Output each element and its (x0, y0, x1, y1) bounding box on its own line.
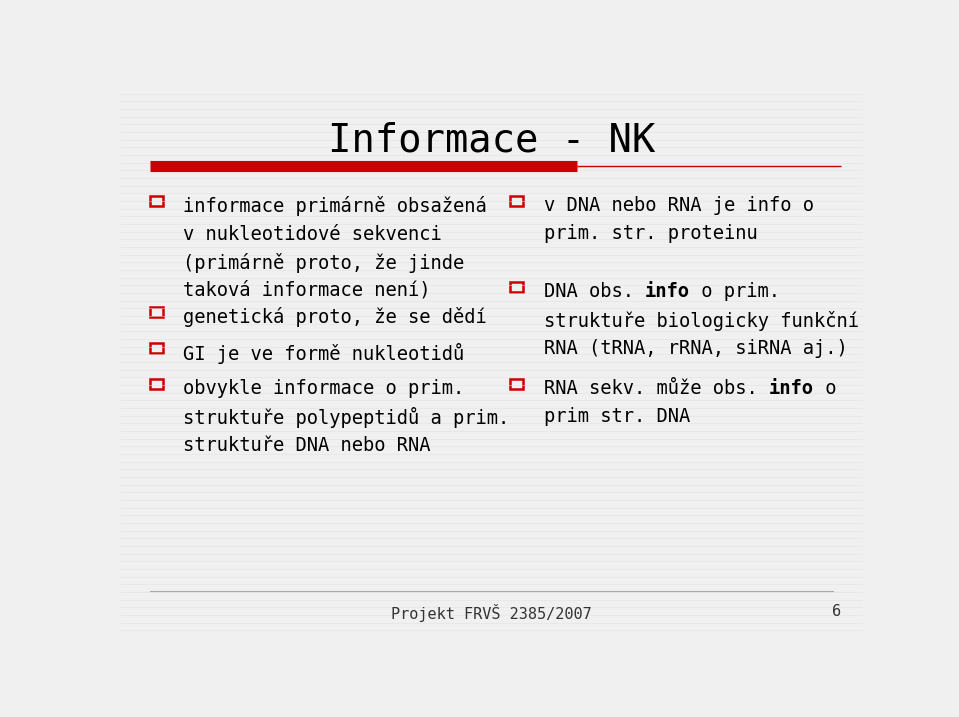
Text: o prim.: o prim. (690, 282, 780, 301)
Bar (150, 379, 163, 389)
Text: GI je ve formě nukleotidů: GI je ve formě nukleotidů (183, 343, 464, 364)
Text: 6: 6 (831, 604, 841, 619)
Bar (510, 379, 524, 389)
Text: informace primárně obsažená
v nukleotidové sekvenci
(primárně proto, že jinde
ta: informace primárně obsažená v nukleotido… (183, 196, 487, 300)
Text: Projekt FRVŠ 2385/2007: Projekt FRVŠ 2385/2007 (391, 604, 592, 622)
Text: RNA (tRNA, rRNA, siRNA aj.): RNA (tRNA, rRNA, siRNA aj.) (544, 339, 847, 358)
Text: info: info (768, 379, 813, 398)
Text: v DNA nebo RNA je info o
prim. str. proteinu: v DNA nebo RNA je info o prim. str. prot… (544, 196, 813, 243)
Text: struktuře biologicky funkční: struktuře biologicky funkční (544, 310, 858, 331)
Text: genetická proto, že se dědí: genetická proto, že se dědí (183, 307, 487, 327)
Bar (150, 343, 163, 353)
Text: o: o (813, 379, 836, 398)
Text: prim str. DNA: prim str. DNA (544, 407, 690, 427)
Bar (150, 307, 163, 317)
Text: obvykle informace o prim.
struktuře polypeptidů a prim.
struktuře DNA nebo RNA: obvykle informace o prim. struktuře poly… (183, 379, 509, 455)
Text: Informace - NK: Informace - NK (328, 122, 655, 160)
Bar (510, 196, 524, 206)
Text: DNA obs.: DNA obs. (544, 282, 644, 301)
Bar (510, 282, 524, 292)
Text: info: info (644, 282, 690, 301)
Text: RNA sekv. může obs.: RNA sekv. může obs. (544, 379, 768, 398)
Bar (150, 196, 163, 206)
